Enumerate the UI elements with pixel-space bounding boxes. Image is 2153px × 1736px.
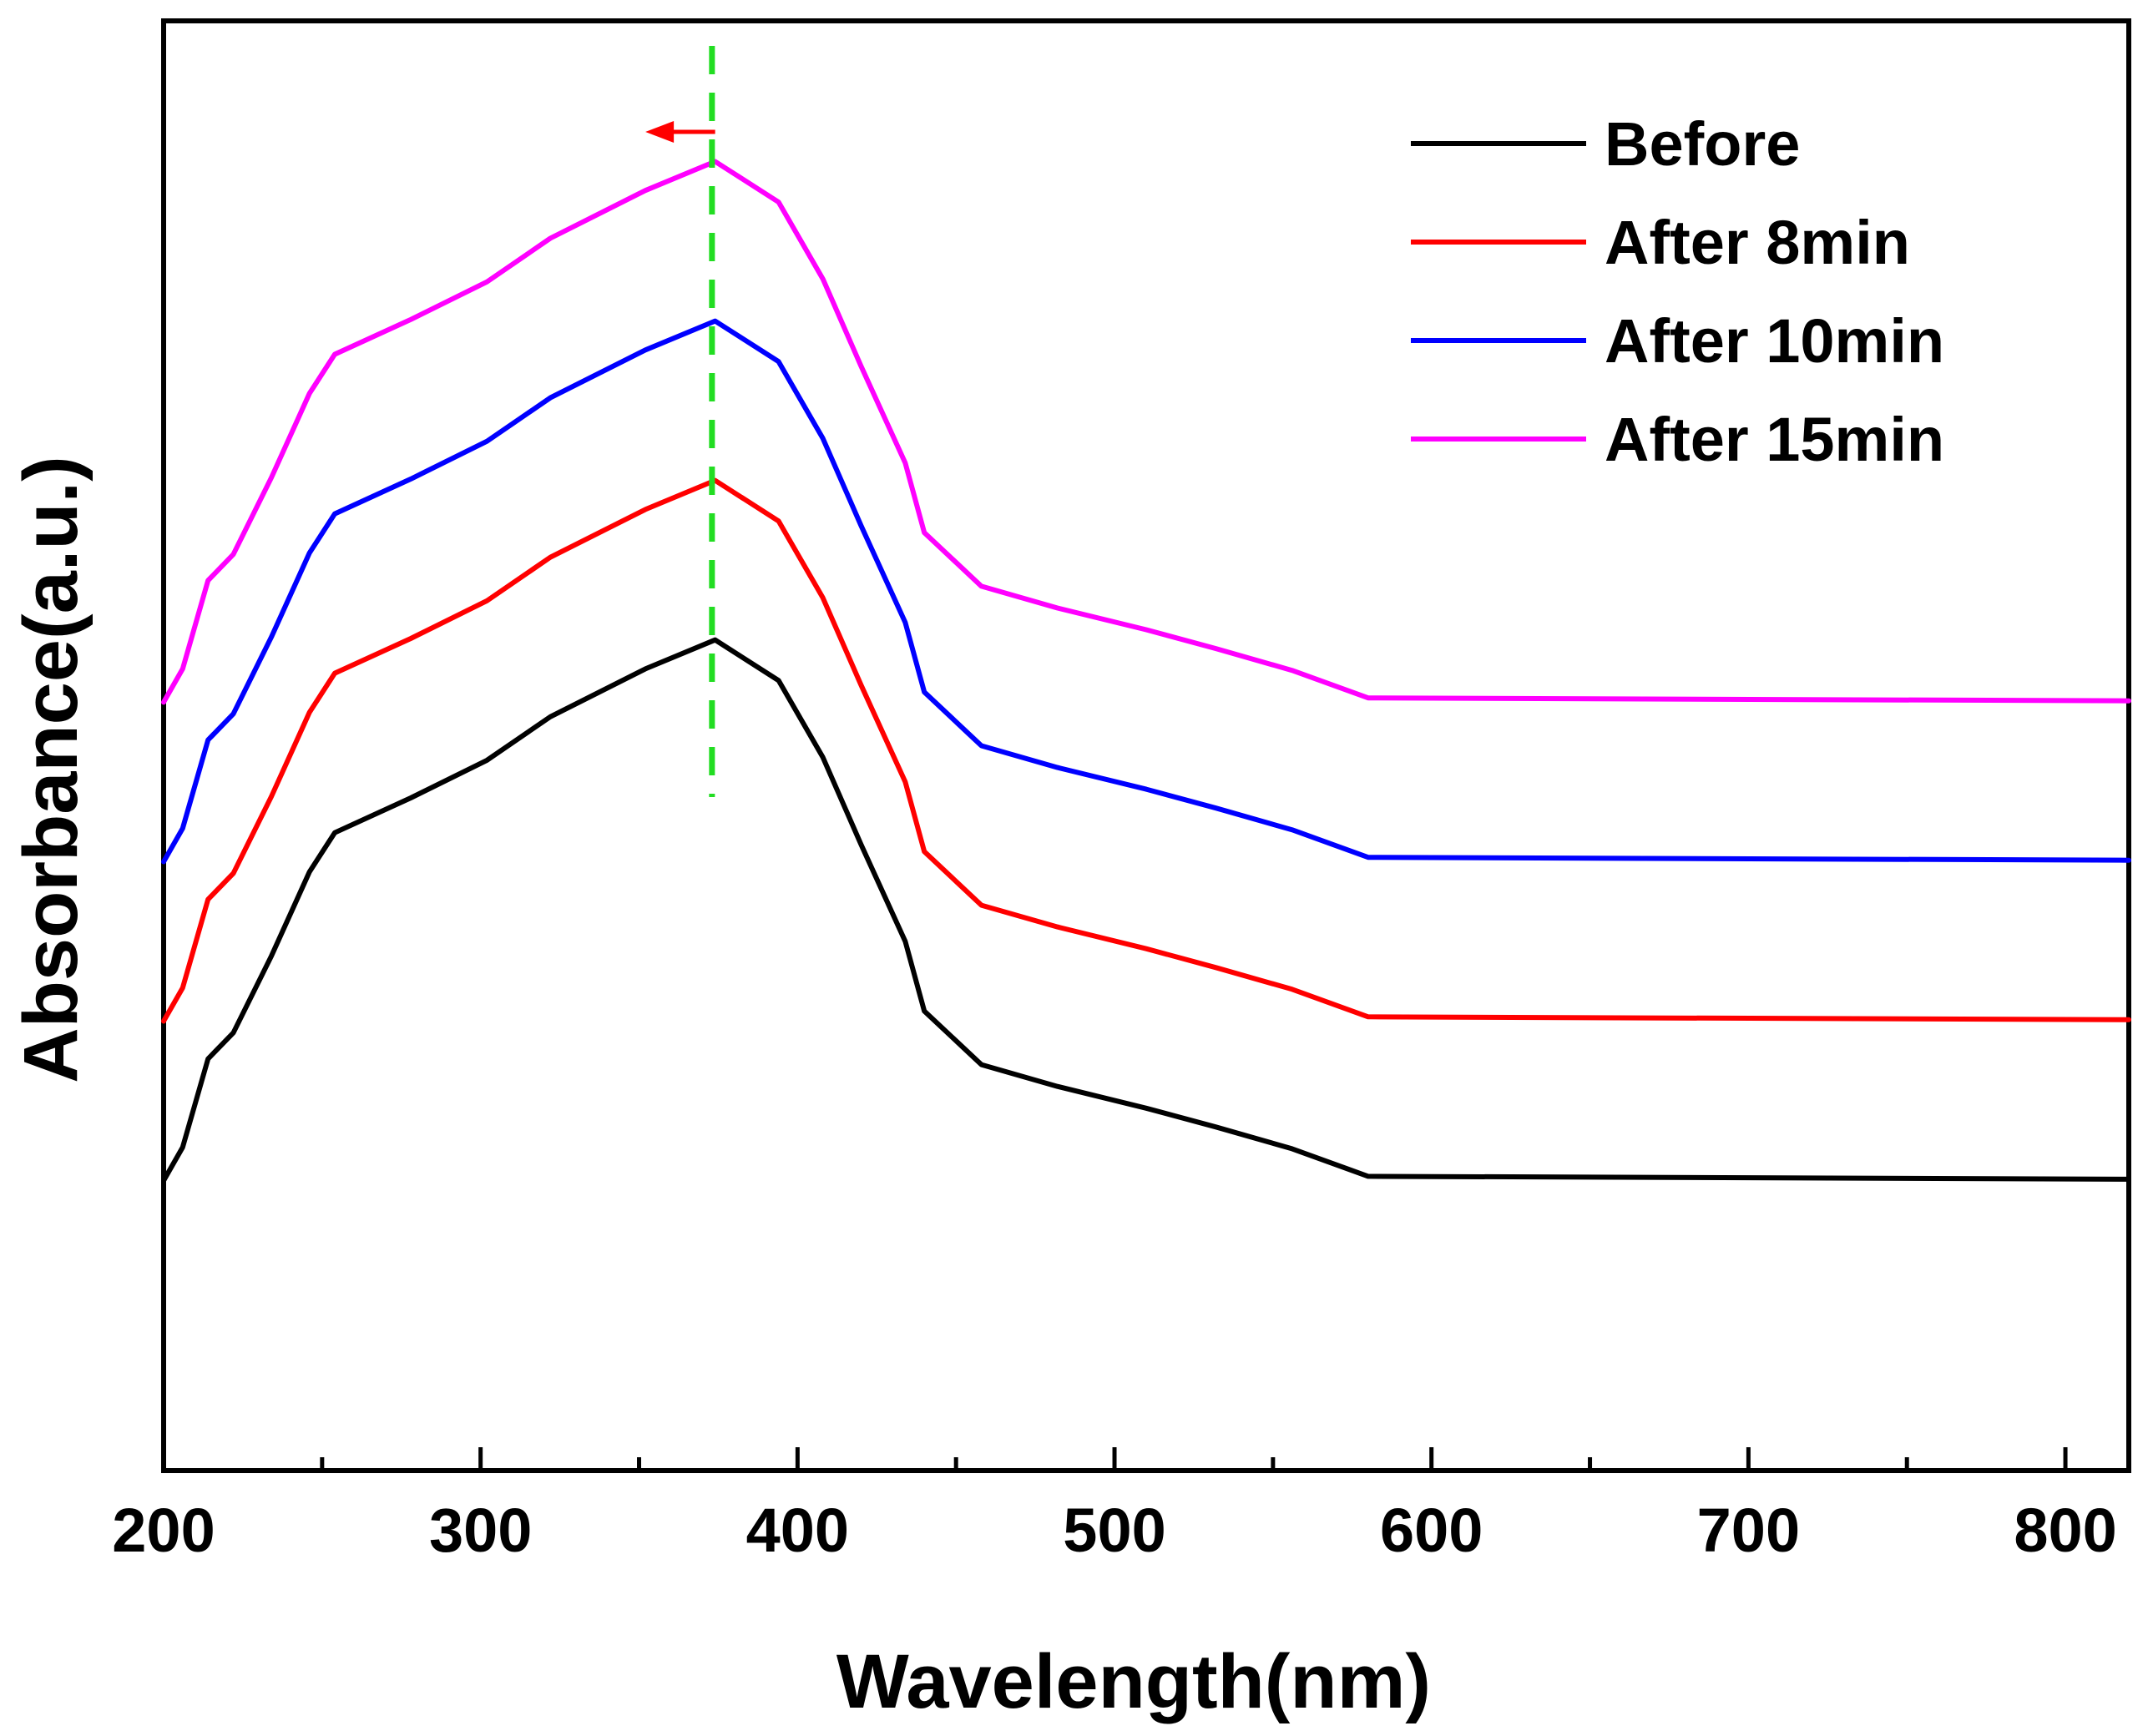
legend: Before After 8min After 10min After 15min <box>1411 109 1944 474</box>
series-line-before <box>161 637 2131 1183</box>
series-lines <box>161 159 2131 1183</box>
series-line-after-8min <box>161 477 2131 1024</box>
x-tick-label: 400 <box>746 1496 849 1565</box>
legend-label: After 8min <box>1605 208 1910 277</box>
x-tick-label: 500 <box>1063 1496 1165 1565</box>
series-line-after-10min <box>161 318 2131 865</box>
x-axis-ticks: 200 300 400 500 600 700 800 <box>112 1447 2117 1565</box>
y-axis-title: Absorbance(a.u.) <box>8 456 93 1082</box>
x-tick-label: 700 <box>1697 1496 1800 1565</box>
x-tick-label: 800 <box>2014 1496 2116 1565</box>
legend-label: After 10min <box>1605 306 1944 376</box>
legend-label: Before <box>1605 109 1800 179</box>
series-line-after-15min <box>161 159 2131 705</box>
x-tick-label: 300 <box>429 1496 532 1565</box>
plot-frame <box>161 18 2131 1473</box>
x-tick-label: 200 <box>112 1496 215 1565</box>
legend-label: After 15min <box>1605 405 1944 474</box>
x-axis-title: Wavelength(nm) <box>836 1639 1431 1724</box>
shift-arrow-head <box>645 121 675 143</box>
annotations <box>645 46 715 797</box>
x-tick-label: 600 <box>1380 1496 1483 1565</box>
